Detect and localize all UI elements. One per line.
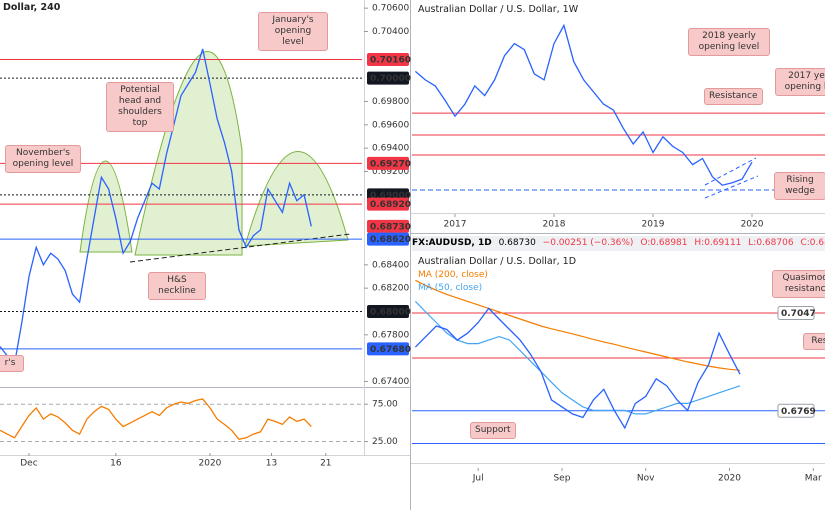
- x-tick-label: Jul: [472, 474, 484, 484]
- chart-title: Dollar, 240: [3, 2, 61, 13]
- annotation: January's opening level: [258, 12, 328, 51]
- y-tick-label: 0.69600: [372, 120, 409, 130]
- price-line: [414, 307, 741, 430]
- low: L:0.68706: [748, 238, 794, 248]
- level-label: 0.68730: [370, 222, 411, 232]
- y-tick-label: 0.69400: [372, 144, 409, 154]
- x-tick-label: 2018: [543, 220, 566, 230]
- symbol: FX:AUDUSD, 1D: [412, 238, 492, 248]
- level-box: [777, 306, 815, 321]
- x-tick-label: 2020: [741, 220, 764, 230]
- y-tick-label: 0.68200: [372, 284, 409, 294]
- annotation: Support: [470, 422, 516, 439]
- chart-title: Australian Dollar / U.S. Dollar, 1D: [418, 256, 577, 267]
- high: H:0.69111: [694, 238, 742, 248]
- level-box: [367, 156, 409, 170]
- y-tick-label: 0.69800: [372, 97, 409, 107]
- level-box: [367, 53, 409, 66]
- annotation: Rising wedge: [774, 172, 825, 200]
- level-label: 0.6769: [781, 407, 816, 417]
- y-tick-label: 25.00: [372, 437, 398, 447]
- y-tick-label: 75.00: [372, 400, 398, 410]
- chart-title: Australian Dollar / U.S. Dollar, 1W: [418, 4, 579, 15]
- annotation: Resistance: [704, 88, 763, 105]
- ma-line: [415, 279, 741, 371]
- x-tick-label: Mar: [805, 474, 822, 484]
- x-tick-label: 2020: [718, 474, 741, 484]
- y-tick-label: 0.67400: [372, 377, 409, 387]
- x-tick-label: 2017: [444, 220, 467, 230]
- ma-line: [414, 300, 741, 415]
- wedge-line: [704, 175, 759, 199]
- price-line: [414, 23, 753, 186]
- level-label: 0.67680: [370, 345, 411, 355]
- level-label: 0.70160: [370, 56, 411, 66]
- legend-entry: MA (50, close): [418, 283, 483, 293]
- annotation: November's opening level: [5, 145, 81, 173]
- annotation: Potential head and shoulders top: [106, 82, 174, 132]
- legend-entry: MA (200, close): [418, 270, 488, 280]
- y-tick-label: 0.68400: [372, 260, 409, 270]
- level-box: [367, 219, 409, 233]
- x-tick-label: 13: [266, 459, 277, 469]
- y-tick-label: 0.70400: [372, 27, 409, 37]
- annotation: r's: [0, 355, 24, 372]
- level-label: 0.7047: [781, 309, 816, 319]
- left-shoulder: [79, 160, 133, 253]
- annotation: 2017 yearly opening level: [775, 68, 825, 96]
- annotation: 2018 yearly opening level: [688, 28, 770, 56]
- price-line: [0, 48, 312, 366]
- level-box: [367, 305, 409, 318]
- close: C:0.68730: [800, 238, 825, 248]
- level-label: 0.69000: [370, 191, 411, 201]
- level-label: 0.68620: [370, 235, 411, 245]
- level-label: 0.68920: [370, 200, 411, 210]
- x-tick-label: Sep: [553, 474, 570, 484]
- open: O:0.68981: [640, 238, 688, 248]
- quote-bar: FX:AUDUSD, 1D 0.68730 −0.00251 (−0.36%) …: [412, 236, 825, 251]
- x-tick-label: Nov: [637, 474, 655, 484]
- x-tick-label: 16: [110, 459, 122, 469]
- last: 0.68730: [498, 238, 536, 248]
- annotation: Quasimodo resistance: [772, 270, 825, 298]
- level-box: [777, 403, 815, 418]
- y-tick-label: 0.67800: [372, 330, 409, 340]
- x-tick-label: Dec: [20, 459, 37, 469]
- annotation: H&S neckline: [148, 272, 206, 300]
- level-box: [367, 197, 409, 211]
- level-box: [367, 71, 409, 85]
- level-box: [367, 342, 409, 356]
- y-tick-label: 0.69200: [372, 167, 409, 177]
- level-label: 0.70000: [370, 74, 411, 84]
- x-tick-label: 2020: [199, 459, 222, 469]
- annotation: Resis: [803, 333, 825, 350]
- level-label: 0.68000: [370, 308, 411, 318]
- x-tick-label: 21: [320, 459, 331, 469]
- change: −0.00251 (−0.36%): [542, 238, 634, 248]
- wedge-line: [704, 157, 757, 186]
- price-line: [0, 398, 312, 441]
- level-box: [367, 232, 409, 246]
- y-tick-label: 0.70600: [372, 4, 409, 14]
- x-tick-label: 2019: [642, 220, 665, 230]
- level-label: 0.69270: [370, 159, 411, 169]
